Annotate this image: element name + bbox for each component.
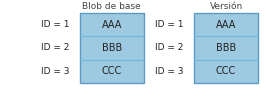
Text: ID = 3: ID = 3 (41, 67, 69, 76)
Text: ID = 2: ID = 2 (41, 43, 69, 53)
Text: BBB: BBB (102, 43, 122, 53)
Text: AAA: AAA (102, 20, 122, 30)
Text: Blob de base: Blob de base (82, 2, 141, 11)
Text: BBB: BBB (216, 43, 236, 53)
Bar (194, 13, 258, 83)
Text: ID = 1: ID = 1 (155, 20, 184, 29)
Text: CCC: CCC (102, 66, 122, 76)
Text: ID = 2: ID = 2 (155, 43, 184, 53)
Text: Versión: Versión (210, 2, 243, 11)
Text: ID = 3: ID = 3 (155, 67, 184, 76)
Text: CCC: CCC (216, 66, 236, 76)
Text: AAA: AAA (216, 20, 236, 30)
Bar (80, 13, 144, 83)
Text: ID = 1: ID = 1 (41, 20, 69, 29)
